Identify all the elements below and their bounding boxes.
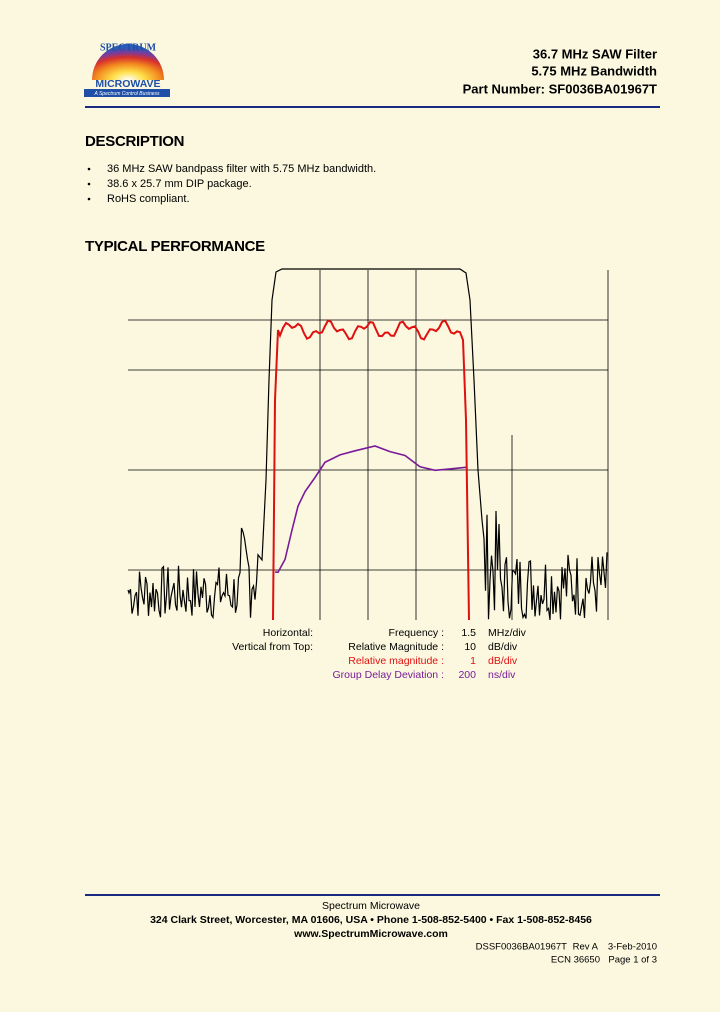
scale-value: 10 [464,641,476,653]
bullet-text: 38.6 x 25.7 mm DIP package. [107,178,252,190]
scale-legend: Horizontal: Frequency : 1.5 MHz/div Vertical… [232,627,527,681]
scale-value: 1.5 [461,627,476,639]
footer-url: www.SpectrumMicrowave.com [293,928,448,940]
scale-axis: Vertical from Top: [232,641,313,653]
doc-ecn: ECN 36650 [551,955,600,966]
scale-unit: ns/div [488,669,516,681]
logo-tag: A Spectrum Control Business [93,91,160,97]
section-heading: DESCRIPTION [85,133,184,150]
title-line: Part Number: SF0036BA01967T [463,81,657,96]
scale-value: 200 [458,669,476,681]
title-line: 36.7 MHz SAW Filter [533,46,657,61]
doc-page: Page 1 of 3 [608,955,657,966]
group-delay-trace [274,445,467,574]
scale-quantity: Relative Magnitude : [348,641,444,653]
bullet-text: 36 MHz SAW bandpass filter with 5.75 MHz… [107,163,376,175]
logo: SPECTRUM MICROWAVE A Spectrum Control Bu… [84,42,170,97]
logo-rainbow [92,44,164,80]
bullet-dot [87,197,91,201]
doc-id: DSSF0036BA01967T [476,942,568,953]
title-line: 5.75 MHz Bandwidth [531,63,657,78]
scale-value: 1 [470,655,476,667]
zoom-magnitude-trace [272,319,470,621]
bullet-list: 36 MHz SAW bandpass filter with 5.75 MHz… [87,163,376,205]
scale-unit: MHz/div [488,627,527,639]
footer-address: 324 Clark Street, Worcester, MA 01606, U… [150,914,592,926]
bullet-dot [87,167,91,171]
logo-top: SPECTRUM [100,42,157,53]
bullet-text: RoHS compliant. [107,193,190,205]
logo-main: MICROWAVE [95,78,160,90]
doc-date: 3-Feb-2010 [608,942,657,953]
footer-company: Spectrum Microwave [322,900,420,912]
magnitude-trace [127,268,608,620]
scale-unit: dB/div [488,641,518,653]
doc-rev: Rev A [573,942,599,953]
bullet-dot [87,182,91,186]
scale-quantity: Relative magnitude : [348,655,444,667]
scale-quantity: Frequency : [389,627,444,639]
scale-unit: dB/div [488,655,518,667]
section-heading: TYPICAL PERFORMANCE [85,238,265,255]
scale-quantity: Group Delay Deviation : [333,669,444,681]
logo-bar [84,89,170,97]
performance-plot [127,268,609,621]
scale-axis: Horizontal: [263,627,313,639]
